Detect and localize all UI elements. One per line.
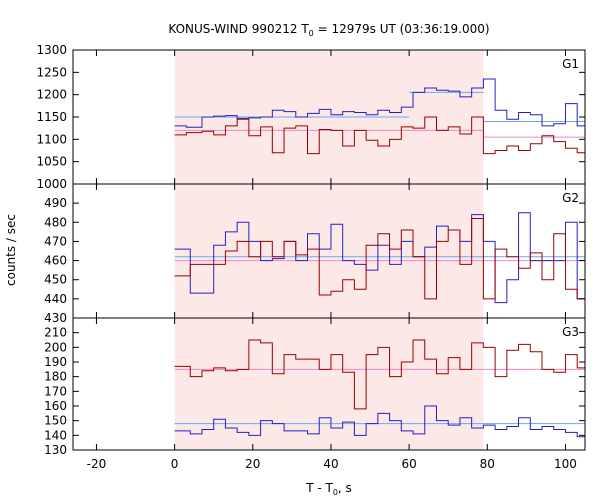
y-tick-label: 150 [44, 414, 67, 428]
y-tick-label: 140 [44, 428, 67, 442]
panel-g2: 430 440 450 460 470 480 490 G2 [44, 183, 586, 325]
y-tick-label: 1300 [36, 43, 67, 57]
y-tick-label: 460 [44, 254, 67, 268]
y-tick-label: 190 [44, 355, 67, 369]
series-red-series-step-line [174, 116, 585, 155]
chart-title: KONUS-WIND 990212 T0 = 12979s UT (03:36:… [168, 22, 489, 38]
x-tick-label: -20 [87, 457, 107, 471]
y-tick-label: 180 [44, 370, 67, 384]
x-tick-label: 80 [480, 457, 495, 471]
panel-plot-area [174, 78, 585, 155]
y-tick-label: 490 [44, 196, 67, 210]
panel-label: G3 [562, 325, 579, 339]
panel-plot-area [174, 339, 585, 438]
panel-plot-area [174, 212, 585, 304]
y-tick-label: 1200 [36, 88, 67, 102]
x-tick-label: 20 [245, 457, 260, 471]
y-tick-label: 470 [44, 234, 67, 248]
series-blue-series-step-line [174, 405, 585, 438]
chart-title-rest: = 12979s UT (03:36:19.000) [314, 22, 490, 36]
y-tick-label: 1100 [36, 132, 67, 146]
panel-g1: 1000 1050 1100 1150 1200 1250 1300 G1 [36, 43, 586, 191]
x-axis-label-rest: , s [338, 481, 352, 495]
y-tick-label: 440 [44, 292, 67, 306]
chart-title-sub: 0 [309, 29, 314, 38]
shaded-interval [174, 184, 484, 318]
panel-label: G2 [562, 191, 579, 205]
x-axis-label: T - T0, s [305, 481, 352, 497]
y-tick-label: 480 [44, 215, 67, 229]
y-tick-label: 430 [44, 311, 67, 325]
x-axis-label-sub: 0 [333, 488, 338, 497]
y-tick-label: 200 [44, 340, 67, 354]
x-tick-label: 40 [323, 457, 338, 471]
panels-layer: 1000105011001150120012501300G14304404504… [36, 43, 586, 471]
chart-title-main: KONUS-WIND 990212 T [168, 22, 309, 36]
y-tick-label: 1250 [36, 65, 67, 79]
panel-frame [72, 317, 586, 451]
shaded-interval [174, 318, 484, 450]
y-tick-label: 450 [44, 273, 67, 287]
y-tick-label: 170 [44, 384, 67, 398]
y-tick-label: 160 [44, 399, 67, 413]
y-tick-label: 1050 [36, 155, 67, 169]
series-red-series-step-line [174, 217, 585, 300]
y-axis-label: counts / sec [4, 214, 18, 286]
x-tick-label: 0 [171, 457, 179, 471]
series-blue-series-step-line [174, 78, 585, 128]
y-tick-label: 210 [44, 326, 67, 340]
x-tick-label: 60 [401, 457, 416, 471]
panel-label: G1 [562, 57, 579, 71]
y-tick-label: 1150 [36, 110, 67, 124]
x-axis-label-main: T - T [305, 481, 333, 495]
y-tick-label: 1000 [36, 177, 67, 191]
x-tick-label: 100 [554, 457, 577, 471]
series-red-series-step-line [174, 339, 585, 410]
y-tick-label: 130 [44, 443, 67, 457]
